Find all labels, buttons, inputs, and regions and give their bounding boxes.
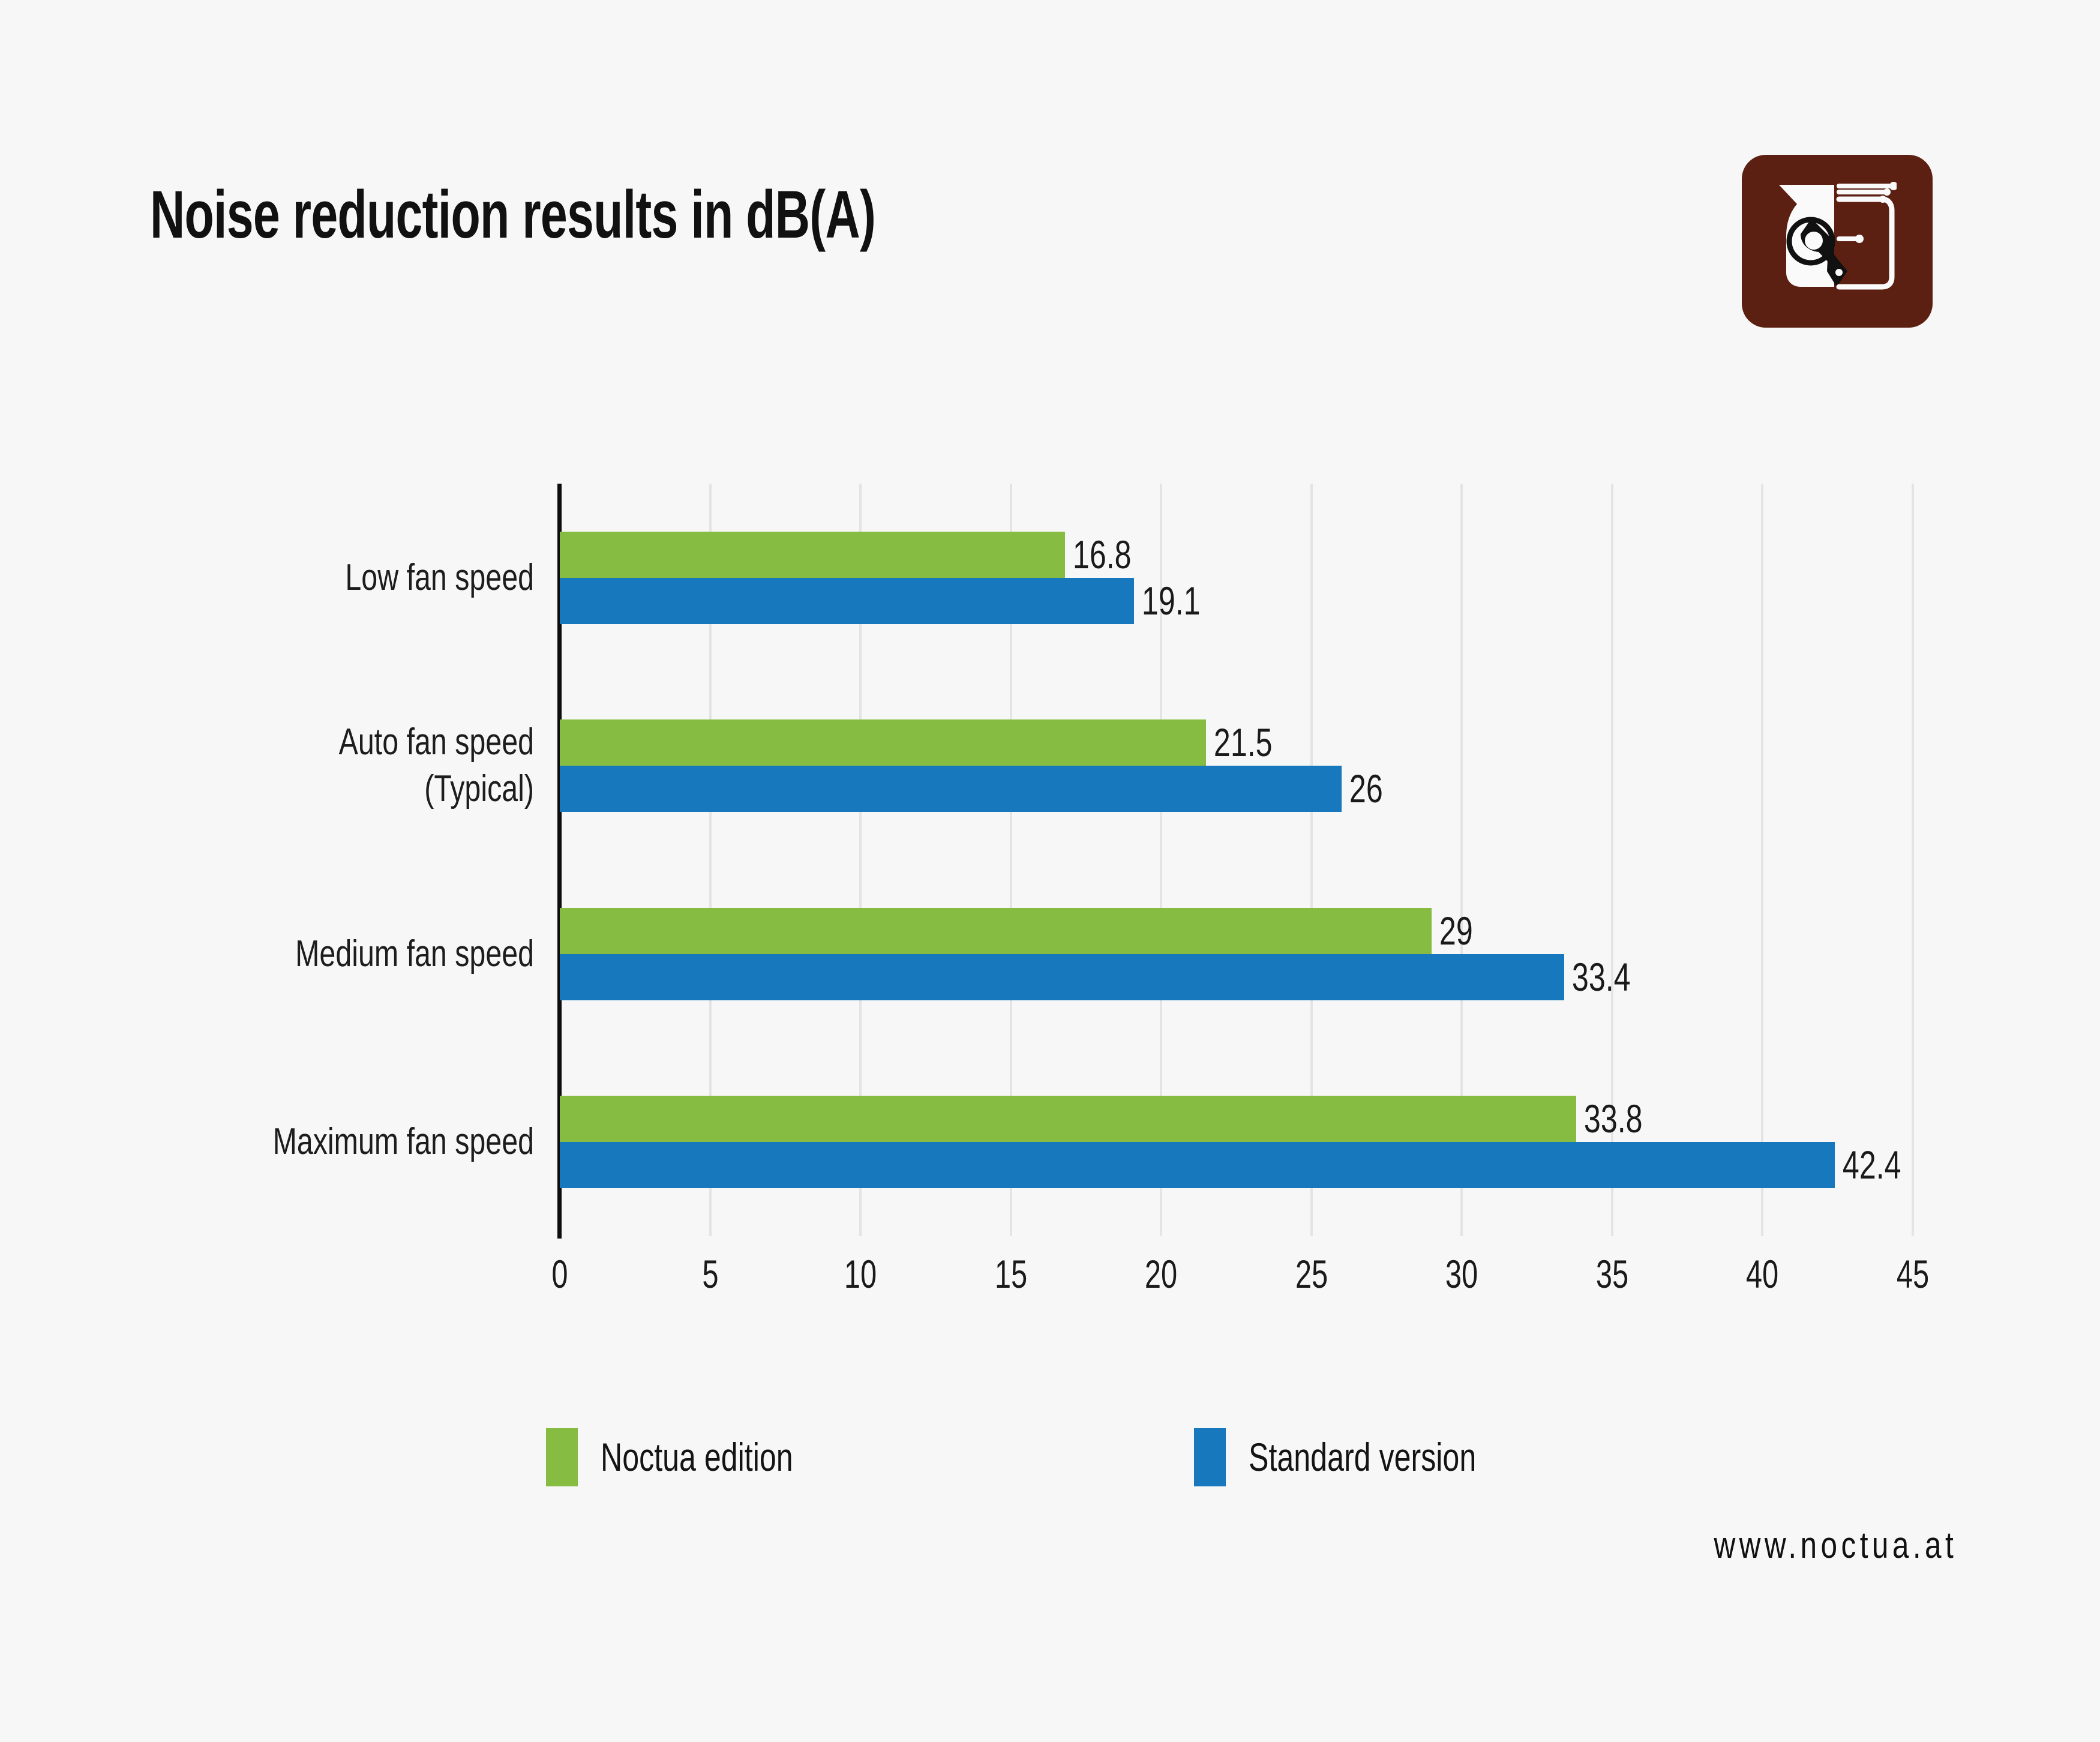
chart-header: Noise reduction results in dB(A) bbox=[0, 0, 2100, 336]
gridline bbox=[859, 484, 862, 1236]
bar-value-label: 16.8 bbox=[1072, 532, 1132, 577]
plot-area: 16.8 19.1 21.5 26 29 33.4 33.8 42.4 bbox=[560, 484, 1914, 1236]
bar-noctua-edition bbox=[560, 907, 1432, 954]
gridline bbox=[1912, 484, 1914, 1236]
gridline bbox=[1460, 484, 1463, 1236]
bar-value-label: 33.8 bbox=[1583, 1096, 1643, 1141]
legend-swatch-green bbox=[546, 1428, 578, 1486]
bar-noctua-edition bbox=[560, 719, 1207, 766]
footer-website-url: www.noctua.at bbox=[1714, 1525, 1957, 1566]
x-axis-label: 10 bbox=[844, 1252, 877, 1296]
y-axis-line bbox=[557, 484, 562, 1239]
x-axis-label: 35 bbox=[1595, 1252, 1629, 1296]
bar-value-label: 26 bbox=[1349, 766, 1383, 811]
y-axis-label: Auto fan speed bbox=[338, 721, 534, 763]
y-axis-label: Medium fan speed bbox=[295, 933, 534, 975]
noctua-owl-logo-icon bbox=[1777, 181, 1897, 301]
bar-group: 33.8 42.4 bbox=[560, 1096, 1913, 1189]
bar-value-label: 21.5 bbox=[1214, 720, 1273, 765]
gridline bbox=[1761, 484, 1764, 1236]
bar-noctua-edition bbox=[560, 531, 1065, 578]
x-axis-label: 25 bbox=[1295, 1252, 1328, 1296]
bar-standard-version bbox=[560, 954, 1564, 1000]
y-axis-tick-labels: Low fan speed Auto fan speed (Typical) Medi… bbox=[42, 484, 534, 1236]
bar-value-label: 33.4 bbox=[1571, 954, 1631, 999]
bar-value-label: 19.1 bbox=[1142, 578, 1201, 623]
y-axis-label: (Typical) bbox=[424, 768, 534, 810]
noctua-logo bbox=[1742, 155, 1933, 328]
x-axis-label: 45 bbox=[1896, 1252, 1930, 1296]
legend-swatch-blue bbox=[1194, 1428, 1226, 1486]
bar-group: 29 33.4 bbox=[560, 907, 1913, 1000]
bar-standard-version bbox=[560, 766, 1342, 812]
bar-group: 16.8 19.1 bbox=[560, 531, 1913, 624]
gridline bbox=[1160, 484, 1163, 1236]
x-axis-label: 0 bbox=[551, 1252, 568, 1296]
legend-label: Standard version bbox=[1249, 1435, 1477, 1479]
y-axis-label: Low fan speed bbox=[345, 556, 534, 598]
gridline bbox=[1610, 484, 1613, 1236]
y-axis-label: Maximum fan speed bbox=[272, 1121, 534, 1163]
gridline bbox=[709, 484, 712, 1236]
x-axis-label: 40 bbox=[1746, 1252, 1779, 1296]
legend-item: Noctua edition bbox=[546, 1427, 854, 1487]
bar-group: 21.5 26 bbox=[560, 719, 1913, 812]
x-axis-label: 15 bbox=[994, 1252, 1027, 1296]
bar-standard-version bbox=[560, 1142, 1835, 1189]
gridline bbox=[1310, 484, 1313, 1236]
x-axis-label: 20 bbox=[1145, 1252, 1178, 1296]
x-axis-tick-labels: 0 5 10 15 20 25 30 35 40 45 bbox=[551, 1252, 1929, 1314]
legend-label: Noctua edition bbox=[601, 1435, 793, 1479]
x-axis-label: 5 bbox=[701, 1252, 719, 1296]
bar-value-label: 29 bbox=[1439, 908, 1473, 953]
bar-noctua-edition bbox=[560, 1096, 1576, 1143]
page-title: Noise reduction results in dB(A) bbox=[150, 177, 876, 252]
gridline bbox=[1009, 484, 1012, 1236]
x-axis-label: 30 bbox=[1445, 1252, 1478, 1296]
bar-value-label: 42.4 bbox=[1842, 1143, 1901, 1188]
legend-item: Standard version bbox=[1194, 1427, 1548, 1487]
bar-standard-version bbox=[560, 577, 1135, 624]
